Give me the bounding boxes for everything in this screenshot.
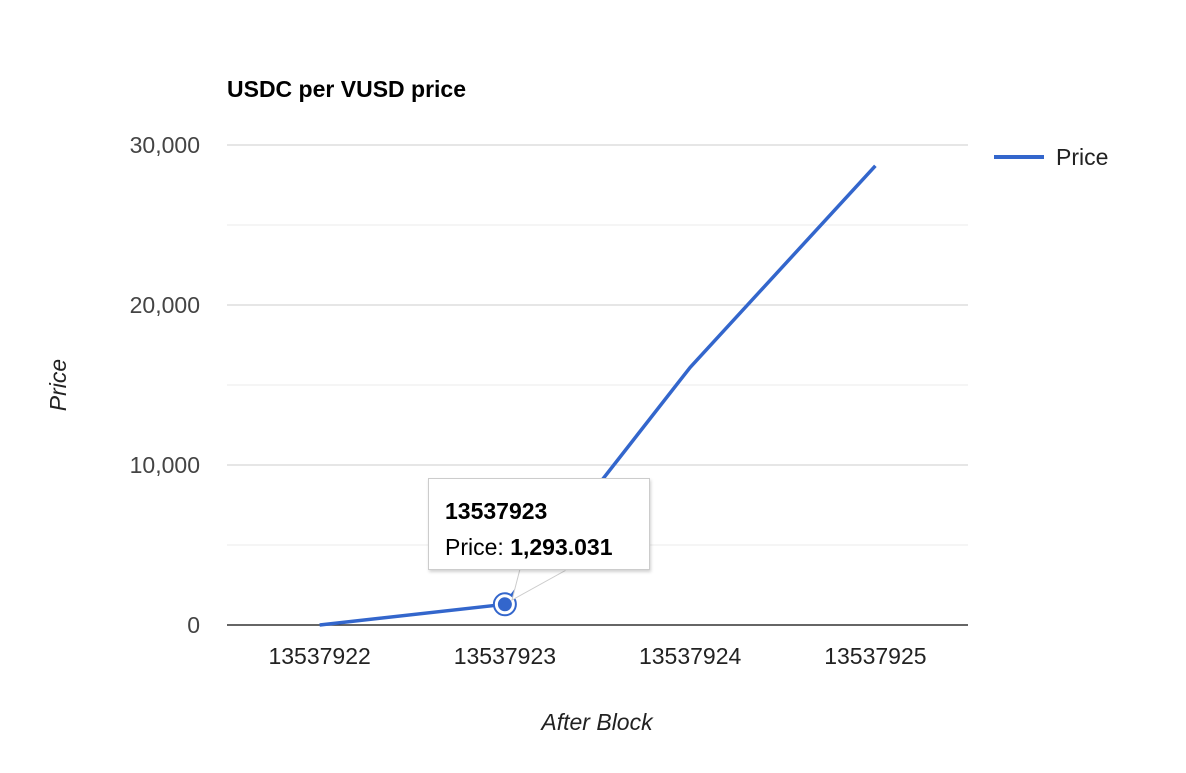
x-tick-label: 13537924 (639, 643, 742, 669)
y-axis-label: Price (45, 359, 71, 411)
y-tick-label: 30,000 (130, 132, 200, 158)
tooltip-tail (511, 568, 570, 602)
y-tick-label: 0 (187, 612, 200, 638)
tooltip-value: 1,293.031 (510, 534, 613, 560)
x-tick-label: 13537925 (824, 643, 926, 669)
tooltip: 13537923 Price: 1,293.031 (428, 478, 650, 570)
x-tick-label: 13537922 (268, 643, 370, 669)
legend-label: Price (1056, 144, 1108, 170)
chart-title: USDC per VUSD price (227, 76, 466, 102)
tooltip-series-label: Price: (445, 534, 504, 560)
highlighted-data-point[interactable] (497, 597, 512, 612)
tooltip-value-row: Price: 1,293.031 (445, 529, 634, 565)
x-axis-tick-labels: 13537922 13537923 13537924 13537925 (268, 643, 926, 669)
y-tick-label: 10,000 (130, 452, 200, 478)
legend[interactable]: Price (994, 144, 1108, 170)
gridlines (227, 144, 968, 546)
y-tick-label: 20,000 (130, 292, 200, 318)
x-tick-label: 13537923 (454, 643, 556, 669)
x-axis-label: After Block (539, 709, 654, 735)
y-axis-tick-labels: 0 10,000 20,000 30,000 (130, 132, 200, 638)
tooltip-category: 13537923 (445, 498, 548, 524)
